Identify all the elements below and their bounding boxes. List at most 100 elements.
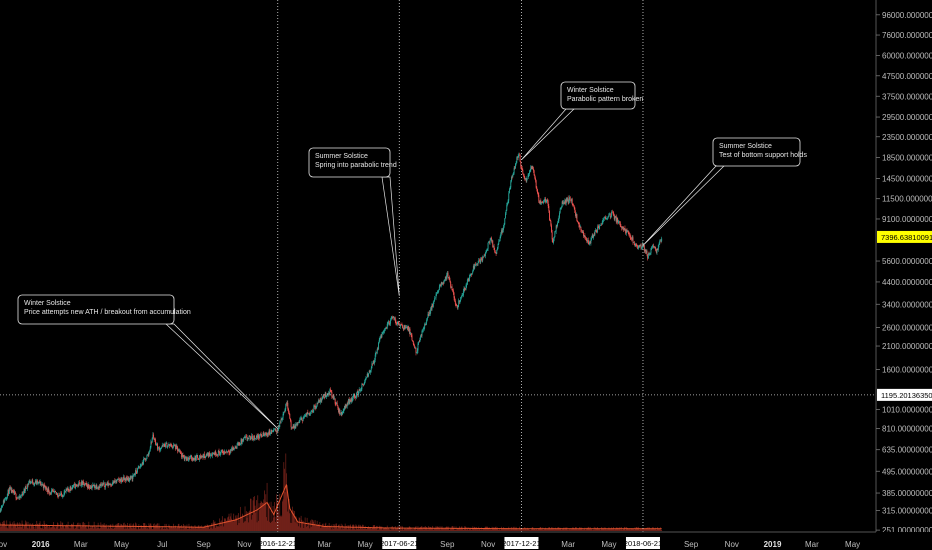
volume-bar <box>409 526 411 531</box>
volume-bar <box>521 529 523 531</box>
candle-body <box>563 202 564 204</box>
candle-body <box>208 452 210 457</box>
volume-bar <box>257 520 259 531</box>
candle-body <box>93 484 94 486</box>
candle-body <box>285 403 287 409</box>
candle-body <box>130 476 132 479</box>
volume-bar <box>207 526 209 531</box>
candle-body <box>295 423 297 429</box>
candle-body <box>619 221 621 223</box>
candle-body <box>380 336 382 339</box>
candle-body <box>92 484 94 487</box>
candle-body <box>189 458 191 459</box>
volume-bar <box>61 527 62 531</box>
candle-body <box>655 248 657 251</box>
candle-body <box>388 321 390 324</box>
volume-bar <box>343 528 345 531</box>
volume-bar <box>382 528 384 531</box>
candle-body <box>72 486 74 488</box>
volume-bar <box>130 523 132 531</box>
candle-body <box>526 178 528 182</box>
volume-bar <box>125 528 127 531</box>
callout-box[interactable] <box>17 294 175 325</box>
candle-body <box>0 510 2 512</box>
candle-body <box>308 413 309 415</box>
volume-bar <box>37 523 39 531</box>
callout-box[interactable] <box>712 137 801 167</box>
price-axis[interactable]: 96000.0000000076000.0000000060000.000000… <box>876 11 932 535</box>
volume-bar <box>358 524 359 531</box>
volume-bar <box>573 528 575 531</box>
volume-pane <box>0 453 663 531</box>
candle-body <box>408 328 410 332</box>
candle-body <box>225 452 227 454</box>
volume-bar <box>607 528 608 531</box>
candle-body <box>132 475 134 479</box>
volume-bar <box>108 525 110 531</box>
volume-bar <box>83 521 84 531</box>
volume-bar <box>26 521 28 531</box>
candle-body <box>265 433 267 435</box>
volume-bar <box>274 516 276 531</box>
volume-bar <box>253 496 255 531</box>
candle-body <box>340 412 342 415</box>
volume-bar <box>639 528 641 531</box>
candle-body <box>256 436 258 438</box>
volume-bar <box>370 529 372 531</box>
callout-box[interactable] <box>560 81 636 110</box>
volume-bar <box>18 522 20 531</box>
candle-body <box>272 430 274 432</box>
volume-bar <box>255 512 257 531</box>
candle-body <box>115 481 116 482</box>
candle-body <box>515 162 517 164</box>
volume-bar <box>156 523 158 531</box>
candle-body <box>312 410 313 412</box>
candle-body <box>52 490 54 491</box>
volume-bar <box>378 529 379 531</box>
candle-body <box>248 436 250 439</box>
callout-box[interactable] <box>308 147 391 178</box>
time-axis[interactable]: Nov2016MarMayJulSepNovMarMaySepNovMarMay… <box>0 540 860 549</box>
candle-body <box>633 242 635 244</box>
volume-bar <box>610 528 612 531</box>
volume-bar <box>57 523 59 531</box>
volume-bar <box>324 526 325 531</box>
candle-body <box>300 418 301 420</box>
volume-bar <box>657 528 659 531</box>
candle-body <box>176 445 178 448</box>
candle-body <box>513 168 515 174</box>
volume-bar <box>629 529 631 531</box>
volume-bar <box>424 526 426 531</box>
candle-body <box>48 492 50 494</box>
candle-body <box>382 332 384 335</box>
candle-body <box>582 231 584 233</box>
candle-body <box>264 434 266 435</box>
candle-body <box>80 485 82 487</box>
candle-body <box>549 219 551 222</box>
candle-body <box>212 452 214 454</box>
volume-bar <box>101 524 103 531</box>
volume-bar <box>87 528 88 531</box>
volume-bar <box>73 527 75 531</box>
candle-body <box>551 232 553 240</box>
candle-body <box>622 226 624 229</box>
candle-body <box>352 397 353 401</box>
volume-bar <box>640 529 642 531</box>
candle-body <box>545 201 547 203</box>
candle-body <box>198 459 200 460</box>
candle-body <box>19 496 21 498</box>
volume-bar <box>284 492 286 531</box>
candle-body <box>62 496 64 497</box>
candle-body <box>197 458 199 460</box>
price-tick-label: 1600.00000000 <box>882 366 932 375</box>
volume-bar <box>519 528 521 531</box>
candle-body <box>498 241 500 244</box>
candle-body <box>292 427 293 428</box>
candle-body <box>444 279 446 281</box>
volume-bar <box>291 522 293 531</box>
candle-body <box>437 291 439 293</box>
candle-body <box>320 398 322 401</box>
candle-body <box>617 217 619 223</box>
candle-body <box>168 444 170 446</box>
